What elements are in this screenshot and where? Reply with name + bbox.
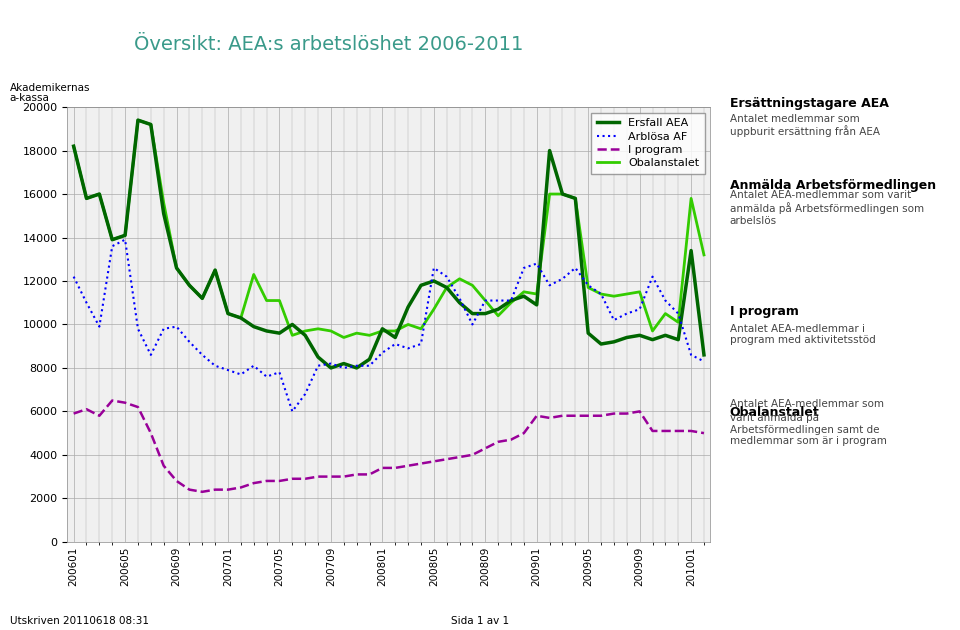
Text: Antalet AEA-medlemmar i
program med aktivitetsstöd: Antalet AEA-medlemmar i program med akti… bbox=[730, 324, 876, 345]
Legend: Ersfall AEA, Arblösa AF, I program, Obalanstalet: Ersfall AEA, Arblösa AF, I program, Obal… bbox=[591, 113, 705, 174]
Text: I program: I program bbox=[730, 305, 799, 318]
Text: Antalet medlemmar som
uppburit ersättning från AEA: Antalet medlemmar som uppburit ersättnin… bbox=[730, 113, 879, 137]
Text: Ersättningstagare AEA: Ersättningstagare AEA bbox=[730, 97, 888, 110]
Text: Akademikernas: Akademikernas bbox=[10, 83, 90, 93]
Text: Anmälda Arbetsförmedlingen: Anmälda Arbetsförmedlingen bbox=[730, 179, 936, 192]
Text: Antalet AEA-medlemmar som varit
anmälda på Arbetsförmedlingen som
arbelslös: Antalet AEA-medlemmar som varit anmälda … bbox=[730, 190, 924, 226]
Text: Sida 1 av 1: Sida 1 av 1 bbox=[451, 616, 509, 626]
Text: Utskriven 20110618 08:31: Utskriven 20110618 08:31 bbox=[10, 616, 149, 626]
Text: Översikt: AEA:s arbetslöshet 2006-2011: Översikt: AEA:s arbetslöshet 2006-2011 bbox=[134, 35, 524, 54]
Text: AEA: AEA bbox=[26, 28, 70, 47]
Text: a-kassa: a-kassa bbox=[10, 93, 50, 103]
Text: Antalet AEA-medlemmar som
varit anmälda på
Arbetsförmedlingen samt de
medlemmar : Antalet AEA-medlemmar som varit anmälda … bbox=[730, 399, 886, 446]
Text: Obalanstalet: Obalanstalet bbox=[730, 406, 819, 419]
